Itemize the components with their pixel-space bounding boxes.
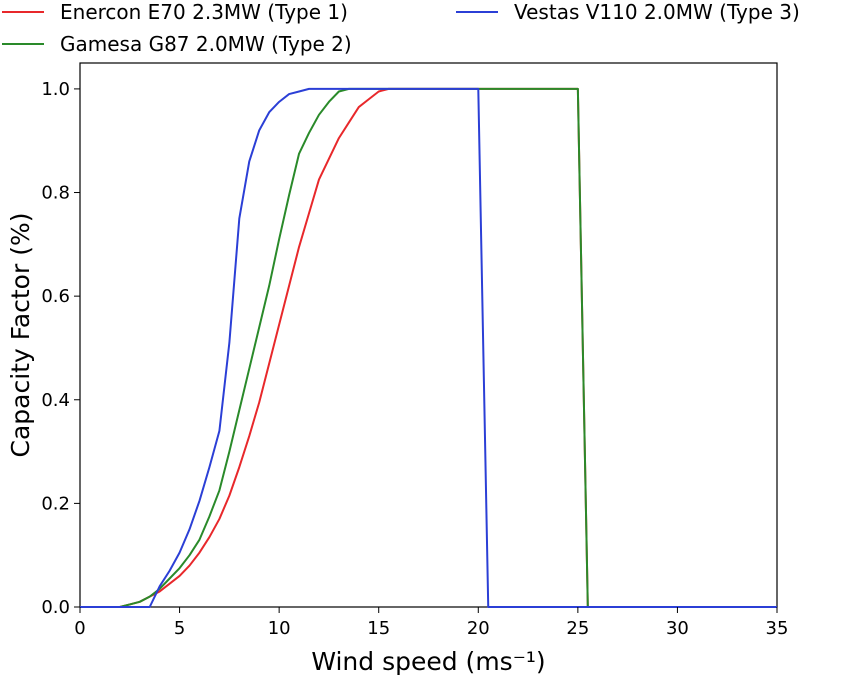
legend-item: Enercon E70 2.3MW (Type 1)	[2, 0, 348, 24]
legend-label: Gamesa G87 2.0MW (Type 2)	[60, 32, 352, 56]
plot-area: 0 5 10 15 20 25 30 35 0.0 0.2 0.4 0.6 0.8 1.0	[41, 62, 788, 639]
y-tick-label: 0.8	[41, 183, 70, 204]
legend: Enercon E70 2.3MW (Type 1) Gamesa G87 2.0…	[2, 0, 800, 56]
y-axis-title: Capacity Factor (%)	[6, 213, 35, 458]
legend-item: Vestas V110 2.0MW (Type 3)	[456, 0, 800, 24]
y-tick-label: 0.6	[41, 286, 70, 307]
x-axis-title: Wind speed (ms⁻¹)	[311, 647, 545, 676]
legend-label: Enercon E70 2.3MW (Type 1)	[60, 0, 348, 24]
x-tick-label: 15	[367, 618, 390, 639]
legend-label: Vestas V110 2.0MW (Type 3)	[514, 0, 800, 24]
legend-item: Gamesa G87 2.0MW (Type 2)	[2, 32, 352, 56]
series-line-1	[80, 87, 777, 608]
y-tick-label: 1.0	[41, 79, 70, 100]
x-tick-label: 0	[74, 618, 85, 639]
y-tick-label: 0.2	[41, 493, 70, 514]
x-tick-label: 35	[766, 618, 789, 639]
series-line-2	[80, 87, 777, 608]
x-tick-label: 25	[566, 618, 589, 639]
plot-frame	[79, 62, 778, 608]
y-tick-label: 0.4	[41, 390, 70, 411]
x-axis: 0 5 10 15 20 25 30 35	[74, 607, 788, 639]
y-axis: 0.0 0.2 0.4 0.6 0.8 1.0	[41, 79, 80, 618]
x-tick-label: 5	[174, 618, 185, 639]
x-tick-label: 30	[666, 618, 689, 639]
y-tick-label: 0.0	[41, 597, 70, 618]
x-tick-label: 20	[467, 618, 490, 639]
series-layer	[80, 87, 777, 608]
series-line-3	[80, 87, 777, 608]
x-tick-label: 10	[268, 618, 291, 639]
